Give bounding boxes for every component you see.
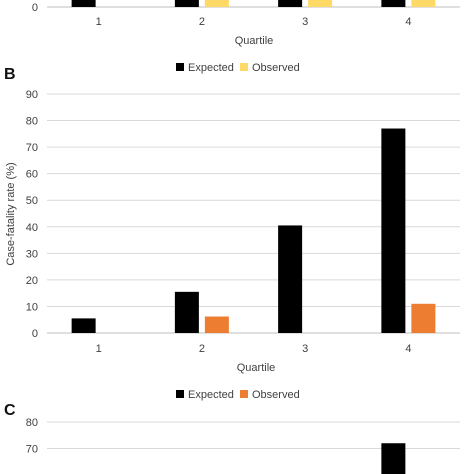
panel-b-ytick-label: 40 (26, 222, 38, 234)
panel-c-chart: Expected Observed C 70 80 (4, 389, 460, 474)
panel-a-ytick-0: 0 (32, 2, 38, 14)
panel-a-bar-expected (71, 0, 96, 7)
panel-b-bar-observed-q2 (204, 316, 229, 333)
legend-label-expected: Expected (188, 62, 234, 74)
panel-b-xtick-label: 2 (199, 343, 205, 355)
panel-b-ytick-label: 20 (26, 275, 38, 287)
panel-b-bar-observed-q4 (411, 303, 436, 333)
panel-a-bar-expected (174, 0, 199, 7)
panel-a-xtick-label: 4 (405, 16, 411, 28)
panel-b-chart: B Expected Observed 0102030405060708090 … (4, 62, 460, 374)
panel-b-bar-expected-q3 (278, 225, 303, 333)
panel-a-bar-observed (411, 0, 436, 7)
legend-swatch-observed-c (240, 390, 248, 398)
panel-b-ytick-label: 60 (26, 169, 38, 181)
panel-b-ytick-label: 70 (26, 142, 38, 154)
panel-c-letter: C (4, 402, 16, 419)
legend-swatch-expected-c (176, 390, 184, 398)
panel-b-bar-expected-q4 (381, 128, 406, 333)
panel-a-bar-observed (308, 0, 333, 7)
panel-c-legend: Expected Observed (176, 389, 300, 401)
panel-a-bar-expected (381, 0, 406, 7)
panel-c-bar-expected-q4 (381, 443, 406, 474)
legend-label-observed-c: Observed (252, 389, 300, 401)
panel-a-x-axis-title: Quartile (235, 35, 274, 47)
panel-b-bar-expected-q1 (71, 318, 96, 333)
panel-b-legend: Expected Observed (176, 62, 300, 74)
panel-b-ytick-label: 0 (32, 328, 38, 340)
legend-label-expected-c: Expected (188, 389, 234, 401)
panel-b-xtick-label: 1 (96, 343, 102, 355)
panel-a-bar-observed (204, 0, 229, 7)
panel-a-xtick-label: 3 (302, 16, 308, 28)
panel-b-ytick-label: 90 (26, 89, 38, 101)
panel-b-ytick-label: 30 (26, 248, 38, 260)
panel-b-ytick-label: 80 (26, 116, 38, 128)
panel-b-xtick-label: 3 (302, 343, 308, 355)
panel-b-xtick-label: 4 (405, 343, 411, 355)
panel-c-ytick-label: 80 (26, 417, 38, 429)
panel-b-bar-expected-q2 (174, 291, 199, 333)
legend-swatch-expected (176, 63, 184, 71)
panel-b-ytick-label: 10 (26, 301, 38, 313)
panel-b-x-axis-title: Quartile (237, 362, 276, 374)
panel-a-xtick-label: 2 (199, 16, 205, 28)
panel-a-bar-expected (278, 0, 303, 7)
legend-label-observed: Observed (252, 62, 300, 74)
panel-b-ytick-label: 50 (26, 195, 38, 207)
panel-b-letter: B (4, 66, 16, 83)
panel-a-xtick-label: 1 (96, 16, 102, 28)
panel-b-y-axis-title: Case-fatality rate (%) (5, 162, 17, 265)
panel-c-ytick-label: 70 (26, 444, 38, 456)
legend-swatch-observed (240, 63, 248, 71)
panel-a-chart: 0 1 2 3 4 Quartile (32, 0, 460, 47)
